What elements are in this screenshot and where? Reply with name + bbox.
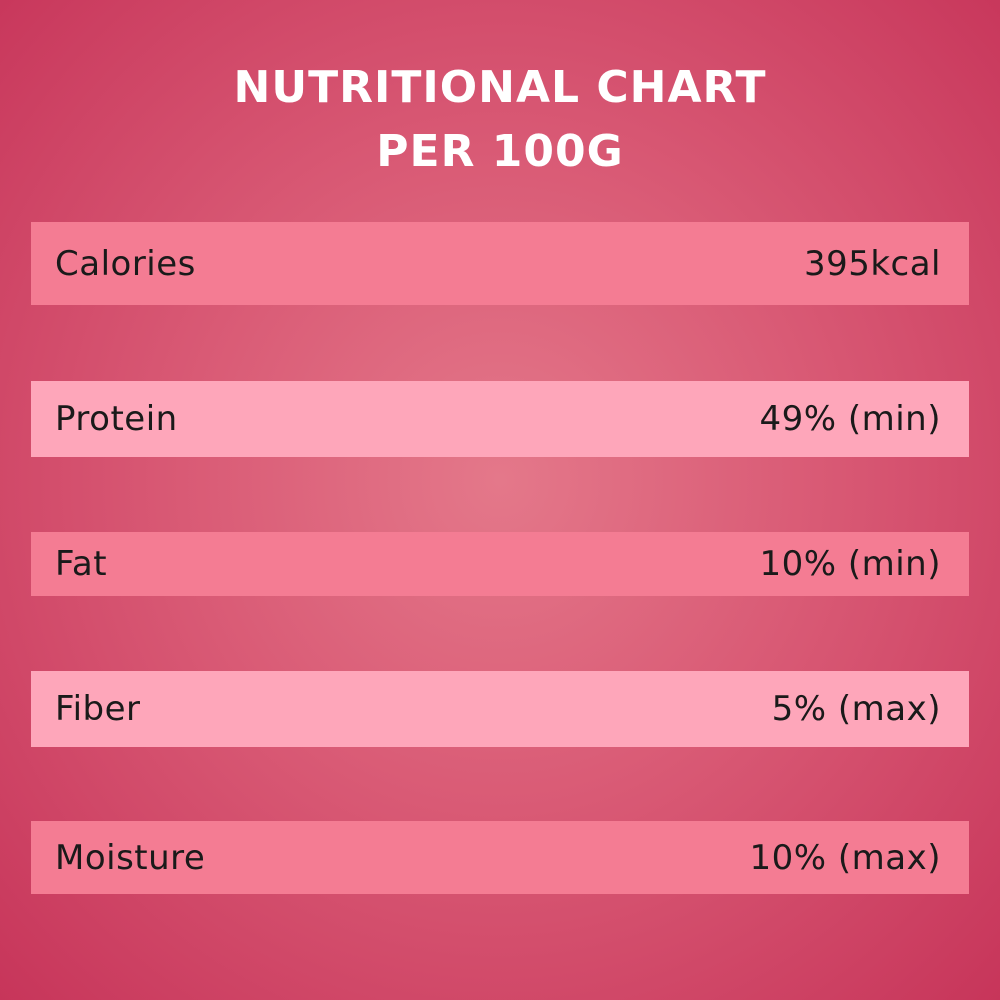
row-value: 49% (min) (759, 399, 941, 439)
table-row: Fat 10% (min) (31, 532, 969, 596)
row-label: Moisture (55, 837, 206, 878)
row-label: Protein (55, 399, 178, 439)
table-row: Fiber 5% (max) (31, 671, 969, 747)
row-label: Fiber (55, 689, 141, 729)
title-line: NUTRITIONAL CHART (233, 62, 767, 113)
row-value: 395kcal (803, 243, 941, 284)
row-label: Fat (55, 544, 108, 584)
row-value: 5% (max) (771, 689, 941, 729)
title-line: PER 100G (376, 126, 624, 177)
row-label: Calories (55, 243, 196, 284)
row-value: 10% (max) (749, 837, 941, 878)
table-row: Moisture 10% (max) (31, 821, 969, 894)
table-row: Protein 49% (min) (31, 381, 969, 457)
table-row: Calories 395kcal (31, 222, 969, 305)
row-value: 10% (min) (759, 544, 941, 584)
